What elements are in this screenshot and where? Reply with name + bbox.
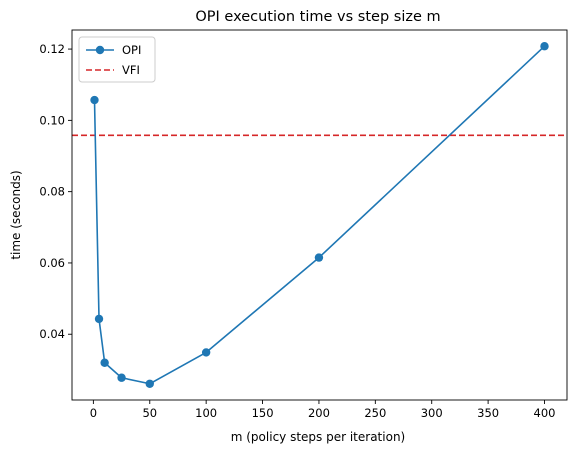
legend: OPI VFI	[78, 36, 156, 83]
x-tick-label-250: 250	[364, 406, 386, 420]
chart-title: OPI execution time vs step size m	[195, 9, 440, 25]
opi-data-point-25	[117, 373, 126, 382]
opi-series-line	[93, 45, 546, 385]
y-tick-label-0: 0.04	[39, 327, 65, 341]
y-tick-label-3: 0.10	[39, 113, 65, 127]
x-tick-label-200: 200	[308, 406, 330, 420]
y-axis: 0.04 0.06 0.08 0.10 0.12	[39, 42, 72, 341]
x-axis: 0 50 100 150 200 250 300 350 400	[90, 400, 556, 420]
legend-label-vfi: VFI	[122, 63, 140, 77]
x-tick-label-50: 50	[142, 406, 157, 420]
x-tick-label-350: 350	[477, 406, 499, 420]
plot-area	[71, 29, 568, 401]
opi-data-point-200	[314, 253, 324, 262]
opi-data-point-1	[90, 95, 99, 105]
x-tick-label-400: 400	[534, 406, 556, 420]
legend-label-opi: OPI	[122, 43, 141, 57]
y-tick-label-4: 0.12	[39, 42, 65, 56]
opi-data-point-400	[540, 42, 549, 51]
x-axis-label: m (policy steps per iteration)	[231, 430, 405, 444]
x-tick-label-300: 300	[421, 406, 443, 420]
x-tick-label-0: 0	[90, 406, 97, 420]
plot-frame	[71, 29, 568, 401]
opi-data-point-50	[145, 379, 154, 388]
opi-data-point-100	[201, 348, 211, 357]
y-tick-label-1: 0.06	[39, 256, 65, 270]
opi-data-point-5	[94, 314, 104, 324]
legend-marker-opi	[95, 45, 105, 55]
y-axis-label: time (seconds)	[9, 170, 23, 259]
y-tick-label-2: 0.08	[39, 185, 65, 199]
opi-data-point-10	[100, 358, 109, 367]
x-tick-label-150: 150	[252, 406, 274, 420]
legend-box	[78, 36, 156, 83]
x-tick-label-100: 100	[195, 406, 217, 420]
